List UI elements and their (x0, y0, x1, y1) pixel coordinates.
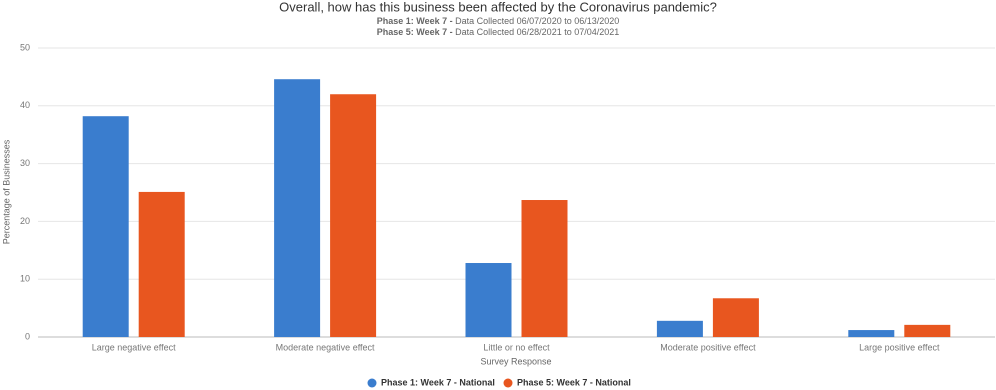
legend-marker (503, 378, 513, 388)
x-tick-label: Moderate positive effect (660, 342, 756, 352)
bar (656, 320, 703, 337)
legend-marker (367, 378, 377, 388)
bar (330, 94, 377, 338)
bar (848, 330, 895, 337)
legend-label: Phase 5: Week 7 - National (517, 377, 631, 387)
x-tick-label: Large positive effect (859, 342, 940, 352)
subtitle-label: Phase 5: Week 7 - (377, 27, 453, 37)
bar (521, 200, 568, 337)
subtitle-label: Phase 1: Week 7 - (377, 16, 453, 26)
bar (904, 324, 951, 337)
subtitle-text: Data Collected 06/07/2020 to 06/13/2020 (455, 16, 619, 26)
y-tick-label: 10 (20, 274, 30, 284)
y-tick-label: 20 (20, 216, 30, 226)
x-axis-title: Survey Response (480, 356, 551, 366)
subtitle-text: Data Collected 06/28/2021 to 07/04/2021 (455, 27, 619, 37)
y-axis-title: Percentage of Businesses (1, 139, 11, 244)
bar (274, 79, 321, 337)
subtitle: Phase 1: Week 7 - Data Collected 06/07/2… (377, 16, 620, 26)
x-tick-label: Large negative effect (92, 342, 176, 352)
x-tick-label: Little or no effect (483, 342, 550, 352)
bar (712, 298, 759, 337)
y-tick-label: 40 (20, 100, 30, 110)
legend-label: Phase 1: Week 7 - National (381, 377, 495, 387)
subtitle: Phase 5: Week 7 - Data Collected 06/28/2… (377, 27, 620, 37)
y-tick-label: 0 (25, 331, 30, 341)
bar (138, 191, 185, 337)
bar (82, 116, 129, 337)
y-tick-label: 30 (20, 158, 30, 168)
x-tick-label: Moderate negative effect (276, 342, 375, 352)
y-tick-label: 50 (20, 42, 30, 52)
bar (465, 263, 512, 337)
chart-title: Overall, how has this business been affe… (279, 0, 717, 14)
